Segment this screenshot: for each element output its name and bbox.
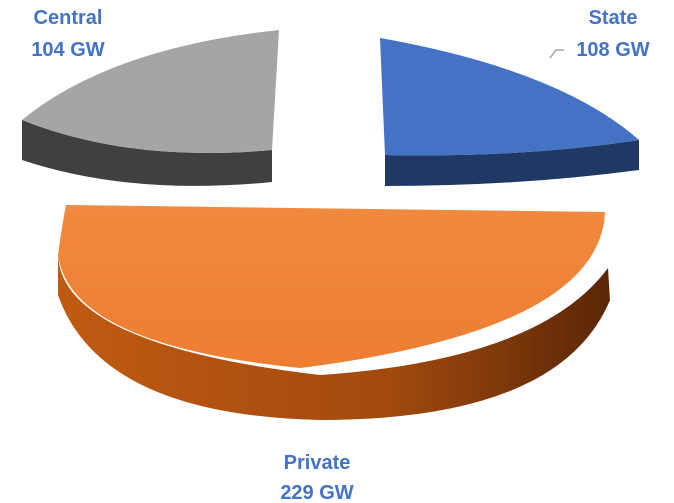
- state-leader-line: [549, 49, 564, 59]
- label-state-value: 108 GW: [576, 39, 649, 61]
- slice-central-top: [22, 30, 279, 154]
- label-central-category: Central: [34, 7, 103, 29]
- label-central-value: 104 GW: [31, 39, 104, 61]
- slice-state-top: [380, 38, 639, 156]
- slice-private-side: [58, 255, 610, 420]
- label-private-value: 229 GW: [280, 482, 353, 503]
- slice-private-top: [58, 205, 605, 368]
- label-state-category: State: [589, 7, 638, 29]
- slice-state-side: [385, 140, 639, 186]
- label-private-category: Private: [284, 452, 351, 474]
- slice-central-side: [22, 120, 272, 186]
